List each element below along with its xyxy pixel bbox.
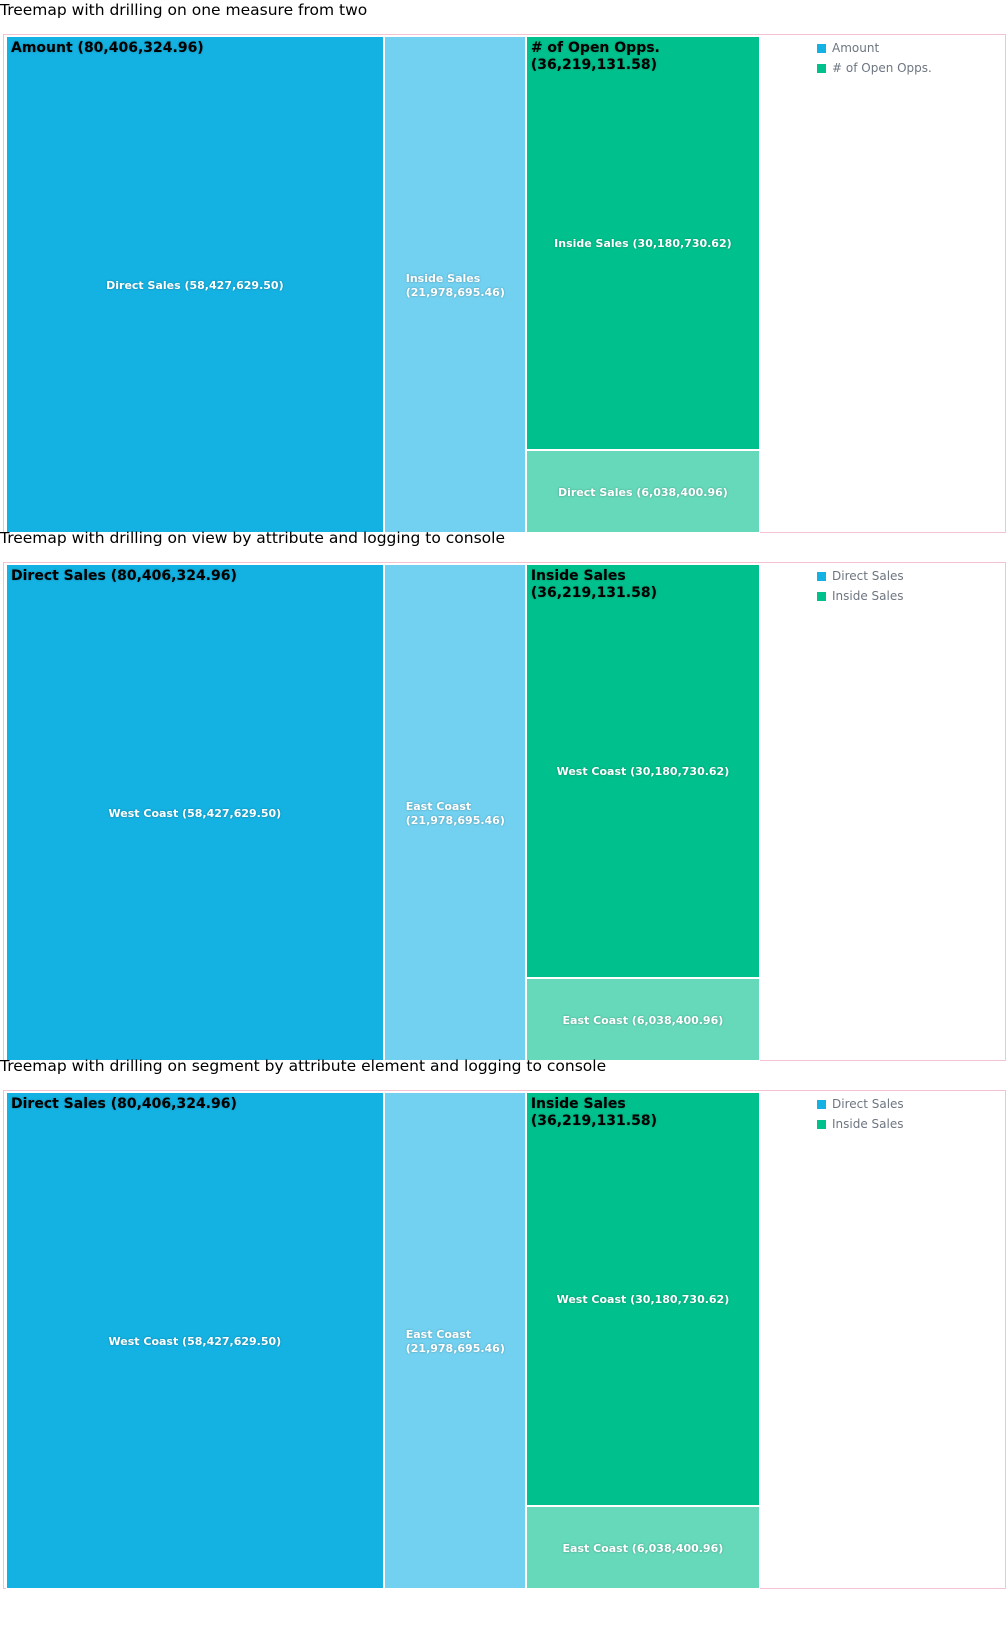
chart-title: Treemap with drilling on one measure fro…	[0, 1, 368, 19]
treemap-plot: West Coast (58,427,629.50) East Coast (21…	[6, 1092, 793, 1589]
legend-swatch	[817, 1099, 826, 1109]
treemap-tile[interactable]: Inside Sales (21,978,695.46)	[383, 36, 526, 533]
group-label: # of Open Opps. (36,219,131.58)	[530, 40, 660, 73]
tile-label: Direct Sales (58,427,629.50)	[106, 278, 284, 292]
treemap-tile[interactable]: East Coast (21,978,695.46)	[383, 564, 526, 1061]
treemap-plot: West Coast (58,427,629.50) East Coast (21…	[6, 564, 793, 1061]
treemap-tile[interactable]: West Coast (58,427,629.50)	[6, 564, 384, 1061]
legend-item[interactable]: Amount	[817, 38, 932, 58]
tile-label: East Coast (6,038,400.96)	[562, 1541, 724, 1555]
chart-legend: Amount # of Open Opps.	[817, 38, 932, 78]
treemap-section: Treemap with drilling on view by attribu…	[0, 528, 1008, 1079]
tile-label: Inside Sales (30,180,730.62)	[554, 237, 732, 251]
tile-label: East Coast (21,978,695.46)	[405, 1327, 505, 1355]
legend-label: Inside Sales	[832, 589, 904, 603]
legend-item[interactable]: Direct Sales	[817, 566, 904, 586]
tile-label: West Coast (58,427,629.50)	[108, 1334, 282, 1348]
legend-swatch	[817, 591, 826, 601]
tile-label: Inside Sales (21,978,695.46)	[405, 271, 505, 299]
legend-item[interactable]: Inside Sales	[817, 586, 904, 606]
legend-label: Direct Sales	[832, 1097, 904, 1111]
legend-label: Direct Sales	[832, 569, 904, 583]
treemap-tile[interactable]: West Coast (58,427,629.50)	[6, 1092, 384, 1589]
treemap-tile[interactable]: East Coast (6,038,400.96)	[525, 978, 760, 1061]
legend-label: Inside Sales	[832, 1117, 904, 1131]
tile-label: East Coast (6,038,400.96)	[562, 1013, 724, 1027]
group-label: Direct Sales (80,406,324.96)	[11, 568, 237, 584]
group-label: Direct Sales (80,406,324.96)	[11, 1096, 237, 1112]
legend-item[interactable]: Direct Sales	[817, 1094, 904, 1114]
tile-label: West Coast (30,180,730.62)	[556, 765, 730, 779]
tile-label: West Coast (58,427,629.50)	[108, 806, 282, 820]
tile-label: Direct Sales (6,038,400.96)	[557, 485, 728, 499]
legend-label: Amount	[832, 41, 880, 55]
group-label: Inside Sales (36,219,131.58)	[530, 568, 657, 601]
treemap-plot: Direct Sales (58,427,629.50) Inside Sales…	[6, 36, 793, 533]
treemap-section: Treemap with drilling on segment by attr…	[0, 1056, 1008, 1607]
tile-label: East Coast (21,978,695.46)	[405, 799, 505, 827]
legend-swatch	[817, 1119, 826, 1129]
treemap-tile[interactable]: West Coast (30,180,730.62)	[525, 564, 760, 979]
chart-legend: Direct Sales Inside Sales	[817, 566, 904, 606]
treemap-tile[interactable]: East Coast (21,978,695.46)	[383, 1092, 526, 1589]
legend-swatch	[817, 571, 826, 581]
chart-title: Treemap with drilling on view by attribu…	[0, 529, 505, 547]
legend-swatch	[817, 43, 826, 53]
treemap-tile[interactable]: West Coast (30,180,730.62)	[525, 1092, 760, 1507]
group-label: Inside Sales (36,219,131.58)	[530, 1096, 657, 1129]
treemap-section: Treemap with drilling on one measure fro…	[0, 0, 1008, 551]
tile-label: West Coast (30,180,730.62)	[556, 1293, 730, 1307]
treemap-tile[interactable]: Direct Sales (58,427,629.50)	[6, 36, 384, 533]
legend-item[interactable]: Inside Sales	[817, 1114, 904, 1134]
legend-item[interactable]: # of Open Opps.	[817, 58, 932, 78]
chart-legend: Direct Sales Inside Sales	[817, 1094, 904, 1134]
legend-label: # of Open Opps.	[832, 61, 932, 75]
treemap-tile[interactable]: East Coast (6,038,400.96)	[525, 1506, 760, 1589]
chart-title: Treemap with drilling on segment by attr…	[0, 1057, 607, 1075]
treemap-tile[interactable]: Inside Sales (30,180,730.62)	[525, 36, 760, 451]
legend-swatch	[817, 63, 826, 73]
group-label: Amount (80,406,324.96)	[11, 40, 204, 56]
treemap-tile[interactable]: Direct Sales (6,038,400.96)	[525, 450, 760, 533]
